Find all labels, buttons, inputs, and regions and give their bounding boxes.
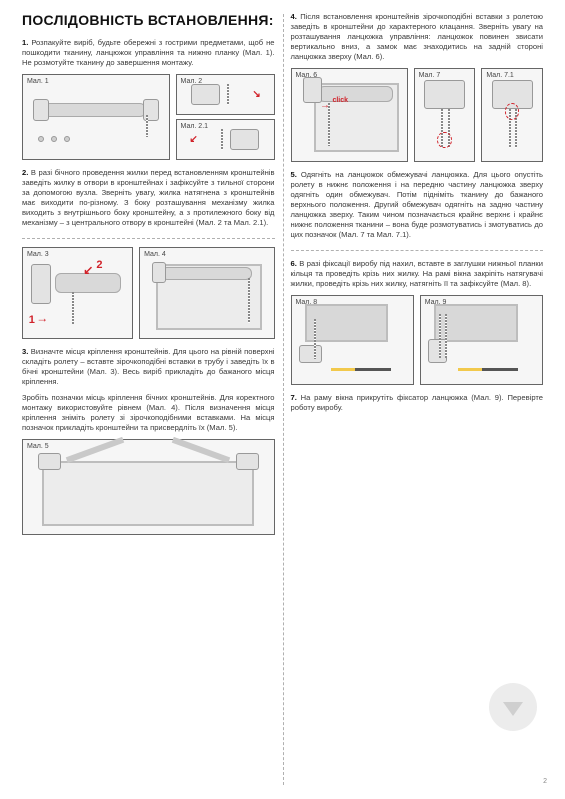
fig2-art: ↘	[177, 75, 274, 114]
fig-row-3: Мал. 5	[22, 439, 275, 535]
fig3-arrow-1: →	[36, 311, 48, 325]
figure-7: Мал. 7	[414, 68, 476, 162]
fig6-click-label: click	[332, 97, 348, 104]
watermark-icon	[489, 683, 537, 731]
para-3b: Зробіть позначки місць кріплення бічних …	[22, 393, 275, 433]
right-column: 4. Після встановлення кронштейнів зірочк…	[283, 12, 552, 787]
fig-row-2: Мал. 3 ↙ 2 → 1 Мал. 4	[22, 247, 275, 339]
para-1: 1. Розпакуйте виріб, будьте обережні з г…	[22, 38, 275, 68]
figure-3: Мал. 3 ↙ 2 → 1	[22, 247, 133, 339]
fig1-art	[23, 75, 169, 159]
para-5: 5. Одягніть на ланцюжок обмежувачі ланцю…	[291, 170, 544, 240]
step-text-2: В разі бічного проведення жилки перед вс…	[22, 168, 275, 227]
step-text-4: Після встановлення кронштейнів зірочкопо…	[291, 12, 544, 61]
step-text-3b: Зробіть позначки місць кріплення бічних …	[22, 393, 275, 432]
fig3-label-2: 2	[96, 259, 102, 271]
fig7-art	[415, 69, 475, 161]
step-text-7: На раму вікна прикрутіть фіксатор ланцюж…	[291, 393, 544, 412]
figure-8: Мал. 8	[291, 295, 414, 385]
figure-2: Мал. 2 ↘	[176, 74, 275, 115]
right-divider-1	[291, 250, 544, 251]
fig3-arrow-2: ↙	[83, 263, 93, 277]
step-text-1: Розпакуйте виріб, будьте обережні з гост…	[22, 38, 275, 67]
figure-1: Мал. 1	[22, 74, 170, 160]
figure-6: Мал. 6 → click	[291, 68, 408, 162]
step-text-5: Одягніть на ланцюжок обмежувачі ланцюжка…	[291, 170, 544, 239]
page-number: 2	[543, 778, 547, 785]
figure-9: Мал. 9	[420, 295, 543, 385]
fig-row-1: Мал. 1 Мал. 2	[22, 74, 275, 160]
para-6: 6. В разі фіксації виробу під нахил, вст…	[291, 259, 544, 289]
fig4-art	[140, 248, 273, 338]
left-column: ПОСЛІДОВНІСТЬ ВСТАНОВЛЕННЯ: 1. Розпакуйт…	[14, 12, 283, 787]
fig-row-4: Мал. 6 → click Мал. 7	[291, 68, 544, 162]
figure-5: Мал. 5	[22, 439, 275, 535]
fig71-art	[482, 69, 542, 161]
page-title: ПОСЛІДОВНІСТЬ ВСТАНОВЛЕННЯ:	[22, 12, 275, 28]
fig-row-5: Мал. 8 Мал. 9	[291, 295, 544, 385]
fig6-art: → click	[292, 69, 407, 161]
fig3-art: ↙ 2 → 1	[23, 248, 132, 338]
left-divider-1	[22, 238, 275, 239]
figure-2-1: Мал. 2.1 ↙	[176, 119, 275, 160]
fig1-caption: Мал. 1	[27, 78, 49, 85]
page: ПОСЛІДОВНІСТЬ ВСТАНОВЛЕННЯ: 1. Розпакуйт…	[0, 0, 565, 799]
fig3-caption: Мал. 3	[27, 251, 49, 258]
step-text-6: В разі фіксації виробу під нахил, вставт…	[291, 259, 544, 288]
para-2: 2. В разі бічного проведення жилки перед…	[22, 168, 275, 228]
para-4: 4. Після встановлення кронштейнів зірочк…	[291, 12, 544, 62]
fig5-art	[23, 440, 274, 534]
figure-4: Мал. 4	[139, 247, 274, 339]
step-text-3a: Визначте місця кріплення кронштейнів. Дл…	[22, 347, 275, 386]
fig3-label-1: 1	[29, 314, 35, 326]
fig21-art: ↙	[177, 120, 274, 159]
para-7: 7. На раму вікна прикрутіть фіксатор лан…	[291, 393, 544, 413]
fig9-art	[421, 296, 542, 384]
para-3a: 3. Визначте місця кріплення кронштейнів.…	[22, 347, 275, 387]
figure-7-1: Мал. 7.1	[481, 68, 543, 162]
fig8-art	[292, 296, 413, 384]
